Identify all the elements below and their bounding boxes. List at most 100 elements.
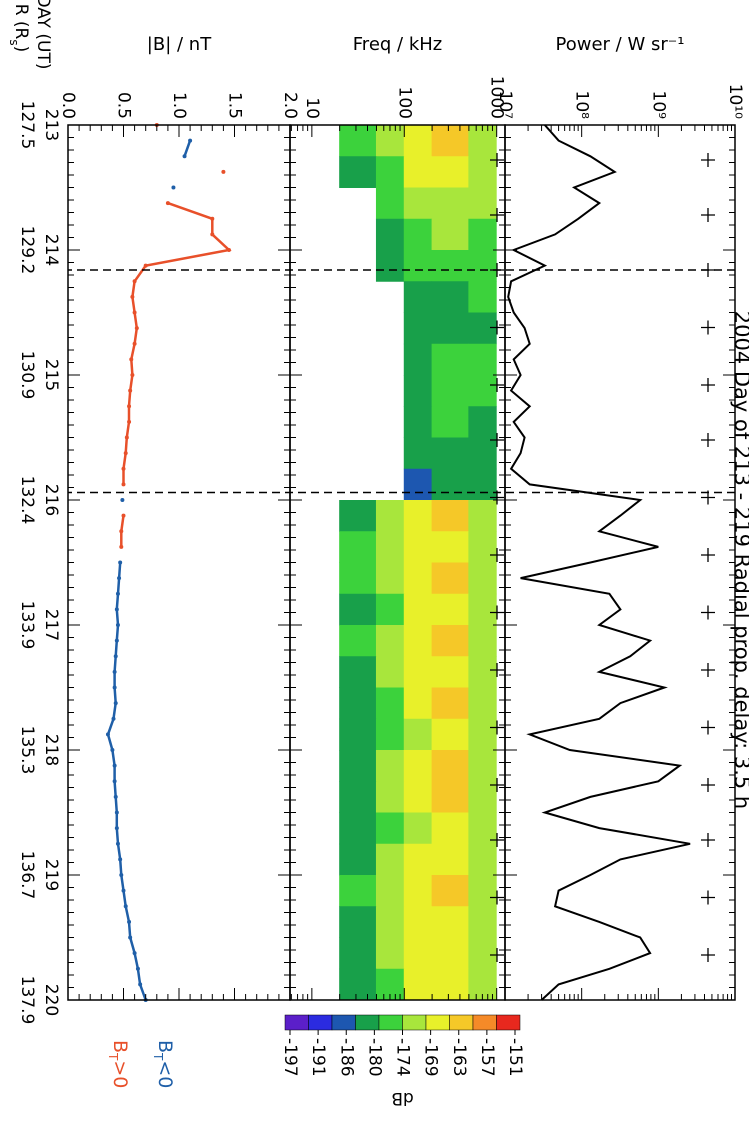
spectrogram-cell	[468, 875, 497, 907]
plus-marker	[701, 433, 715, 447]
spectrogram-cell	[375, 843, 405, 876]
spectrogram-cell	[468, 187, 497, 220]
colorbar-swatch	[402, 1014, 427, 1031]
field-point	[130, 373, 135, 377]
y-tick-label: 100	[394, 87, 414, 119]
rotated-figure: 2004 Day of 213 - 219 Radial prop. delay…	[8, 0, 749, 1108]
spectrogram-cell	[375, 625, 405, 657]
y-axis-label: Freq / kHz	[353, 34, 442, 55]
field-point	[128, 388, 133, 393]
legend-entry: BT>0	[107, 1040, 132, 1088]
field-point	[112, 763, 117, 768]
spectrogram-cell	[375, 937, 405, 970]
colorbar-swatch	[496, 1014, 521, 1031]
spectrogram-cell	[403, 906, 433, 938]
spectrogram-cell	[431, 281, 469, 313]
spectrogram-cell	[431, 718, 469, 751]
field-point	[117, 576, 122, 581]
spectrogram-cell	[403, 468, 433, 501]
spectrogram-cell	[431, 437, 469, 470]
spectrogram-cell	[375, 906, 405, 938]
spectrogram-cell	[468, 250, 497, 282]
spectrogram-cell	[431, 375, 469, 407]
spectrogram-cell	[431, 218, 469, 251]
field-point	[210, 232, 215, 237]
x-tick-label: 219	[41, 859, 61, 891]
field-point	[123, 904, 128, 909]
field-point	[165, 201, 170, 206]
colorbar-swatch	[425, 1014, 450, 1031]
spectrogram-cell	[431, 937, 469, 970]
spectrogram-cell	[468, 906, 497, 938]
colorbar-swatch	[449, 1014, 474, 1031]
plus-marker	[490, 890, 504, 905]
field-point	[119, 529, 124, 534]
spectrogram-cell	[403, 656, 433, 688]
spectrogram-cell	[431, 500, 469, 532]
field-point	[171, 185, 176, 190]
spectrogram-cell	[468, 687, 497, 720]
spectrogram-cell	[375, 687, 405, 720]
field-point	[138, 982, 143, 987]
colorbar-swatch	[472, 1014, 497, 1031]
plus-marker	[701, 208, 715, 222]
x-tick-label-r: 137.9	[17, 976, 37, 1025]
spectrogram-cell	[375, 781, 405, 813]
text-part: R (R	[11, 4, 31, 40]
spectrogram-cell	[431, 125, 469, 157]
spectrogram-cell	[468, 125, 497, 157]
spectrogram-cell	[431, 187, 469, 220]
spectrogram-cell	[468, 500, 497, 532]
spectrogram-cell	[468, 281, 497, 313]
field-point	[188, 138, 193, 143]
spectrogram-cell	[339, 593, 377, 626]
spectrogram-cell	[403, 156, 433, 188]
figure-title: 2004 Day of 213 - 219 Radial prop. delay…	[730, 311, 749, 810]
field-point	[132, 341, 137, 346]
colorbar-tick-label: -163	[449, 1038, 469, 1077]
spectrogram-cell	[403, 531, 433, 563]
plus-marker	[701, 663, 715, 677]
spectrogram-cell	[339, 687, 377, 720]
spectrogram-cell	[403, 593, 433, 626]
y-axis-label: |B| / nT	[147, 34, 212, 55]
colorbar-swatch	[331, 1014, 356, 1031]
spectrogram-cell	[403, 500, 433, 532]
spectrogram-cell	[468, 750, 497, 782]
spectrogram-cell	[375, 562, 405, 595]
spectrogram-cell	[431, 562, 469, 595]
x-tick-label: 220	[41, 984, 61, 1016]
plus-marker	[490, 605, 504, 620]
spectrogram-cell	[339, 781, 377, 813]
field-point	[123, 451, 128, 456]
spectrogram-cell	[339, 531, 377, 563]
y-tick-label: 10⁷	[495, 91, 515, 120]
spectrogram-cell	[468, 718, 497, 751]
field-point	[115, 591, 120, 596]
plus-marker	[490, 833, 504, 847]
spectrogram-cell	[375, 156, 405, 188]
spectrogram-cell	[403, 343, 433, 376]
spectrogram-cell	[431, 687, 469, 720]
spectrogram-cell	[375, 500, 405, 532]
spectrogram-cell	[403, 312, 433, 345]
plus-marker	[701, 153, 715, 167]
spectrogram-cell	[339, 562, 377, 595]
spectrogram-cell	[375, 531, 405, 563]
field-point	[118, 560, 123, 565]
field-line	[120, 201, 232, 547]
text-part: )	[11, 46, 31, 53]
spectrogram-cell	[431, 593, 469, 626]
field-point	[221, 169, 226, 174]
spectrogram-cell	[375, 125, 405, 157]
field-point	[110, 748, 115, 752]
field-point	[111, 716, 116, 721]
field-point	[105, 732, 110, 737]
spectrogram-cell	[431, 843, 469, 876]
y-tick-label: 0.0	[58, 92, 78, 119]
y-tick-label: 10⁸	[572, 91, 592, 120]
plus-marker	[701, 605, 715, 620]
x-tick-label-r: 136.7	[17, 851, 37, 900]
power-line	[507, 124, 691, 1001]
x-tick-label: 213	[41, 109, 61, 141]
